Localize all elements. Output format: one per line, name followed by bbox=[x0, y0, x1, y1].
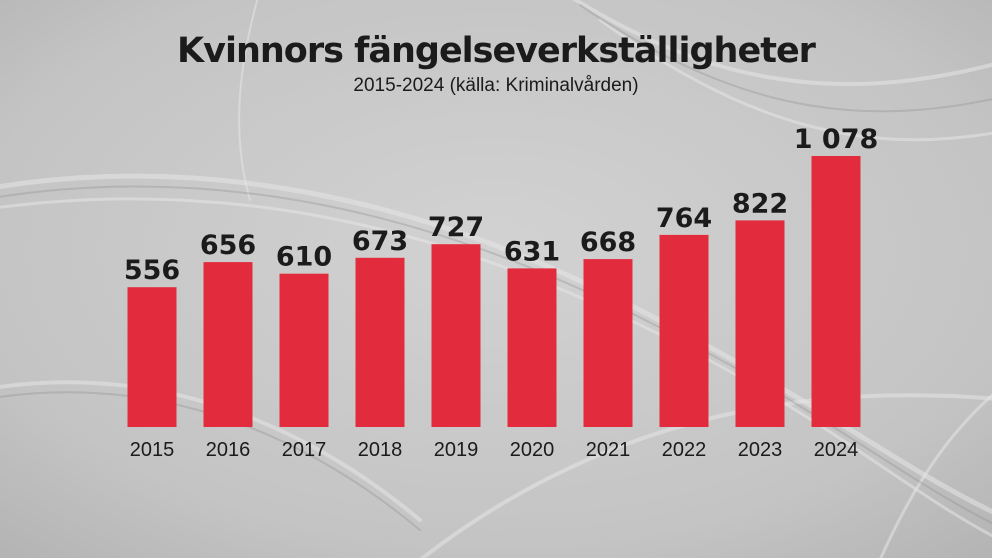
category-label-2015: 2015 bbox=[130, 439, 175, 461]
value-label-2018: 673 bbox=[352, 226, 408, 257]
bar-2024 bbox=[811, 156, 861, 427]
chart-subtitle: 2015-2024 (källa: Kriminalvården) bbox=[353, 75, 639, 96]
category-label-2020: 2020 bbox=[510, 439, 555, 461]
category-label-2023: 2023 bbox=[738, 439, 783, 461]
value-label-2024: 1 078 bbox=[794, 124, 879, 155]
category-label-2022: 2022 bbox=[662, 439, 707, 461]
category-label-2021: 2021 bbox=[586, 439, 631, 461]
value-label-2022: 764 bbox=[656, 203, 712, 234]
category-label-2019: 2019 bbox=[434, 439, 479, 461]
bar-2016 bbox=[203, 262, 253, 427]
value-label-2019: 727 bbox=[428, 212, 484, 243]
value-label-2021: 668 bbox=[580, 227, 636, 258]
value-label-2017: 610 bbox=[276, 242, 332, 273]
bar-2019 bbox=[431, 244, 481, 427]
value-label-2016: 656 bbox=[200, 230, 256, 261]
category-label-2024: 2024 bbox=[814, 439, 859, 461]
value-label-2020: 631 bbox=[504, 236, 560, 267]
category-label-2016: 2016 bbox=[206, 439, 251, 461]
value-label-2015: 556 bbox=[124, 255, 180, 286]
bar-2015 bbox=[127, 287, 177, 427]
chart-title: Kvinnors fängelseverkställigheter bbox=[177, 31, 816, 71]
bar-2018 bbox=[355, 257, 405, 427]
category-label-2017: 2017 bbox=[282, 439, 327, 461]
bar-2020 bbox=[507, 268, 557, 427]
bar-2021 bbox=[583, 259, 633, 427]
value-label-2023: 822 bbox=[732, 188, 788, 219]
bar-2023 bbox=[735, 220, 785, 427]
category-label-2018: 2018 bbox=[358, 439, 403, 461]
bar-2017 bbox=[279, 273, 329, 427]
bar-2022 bbox=[659, 234, 709, 427]
